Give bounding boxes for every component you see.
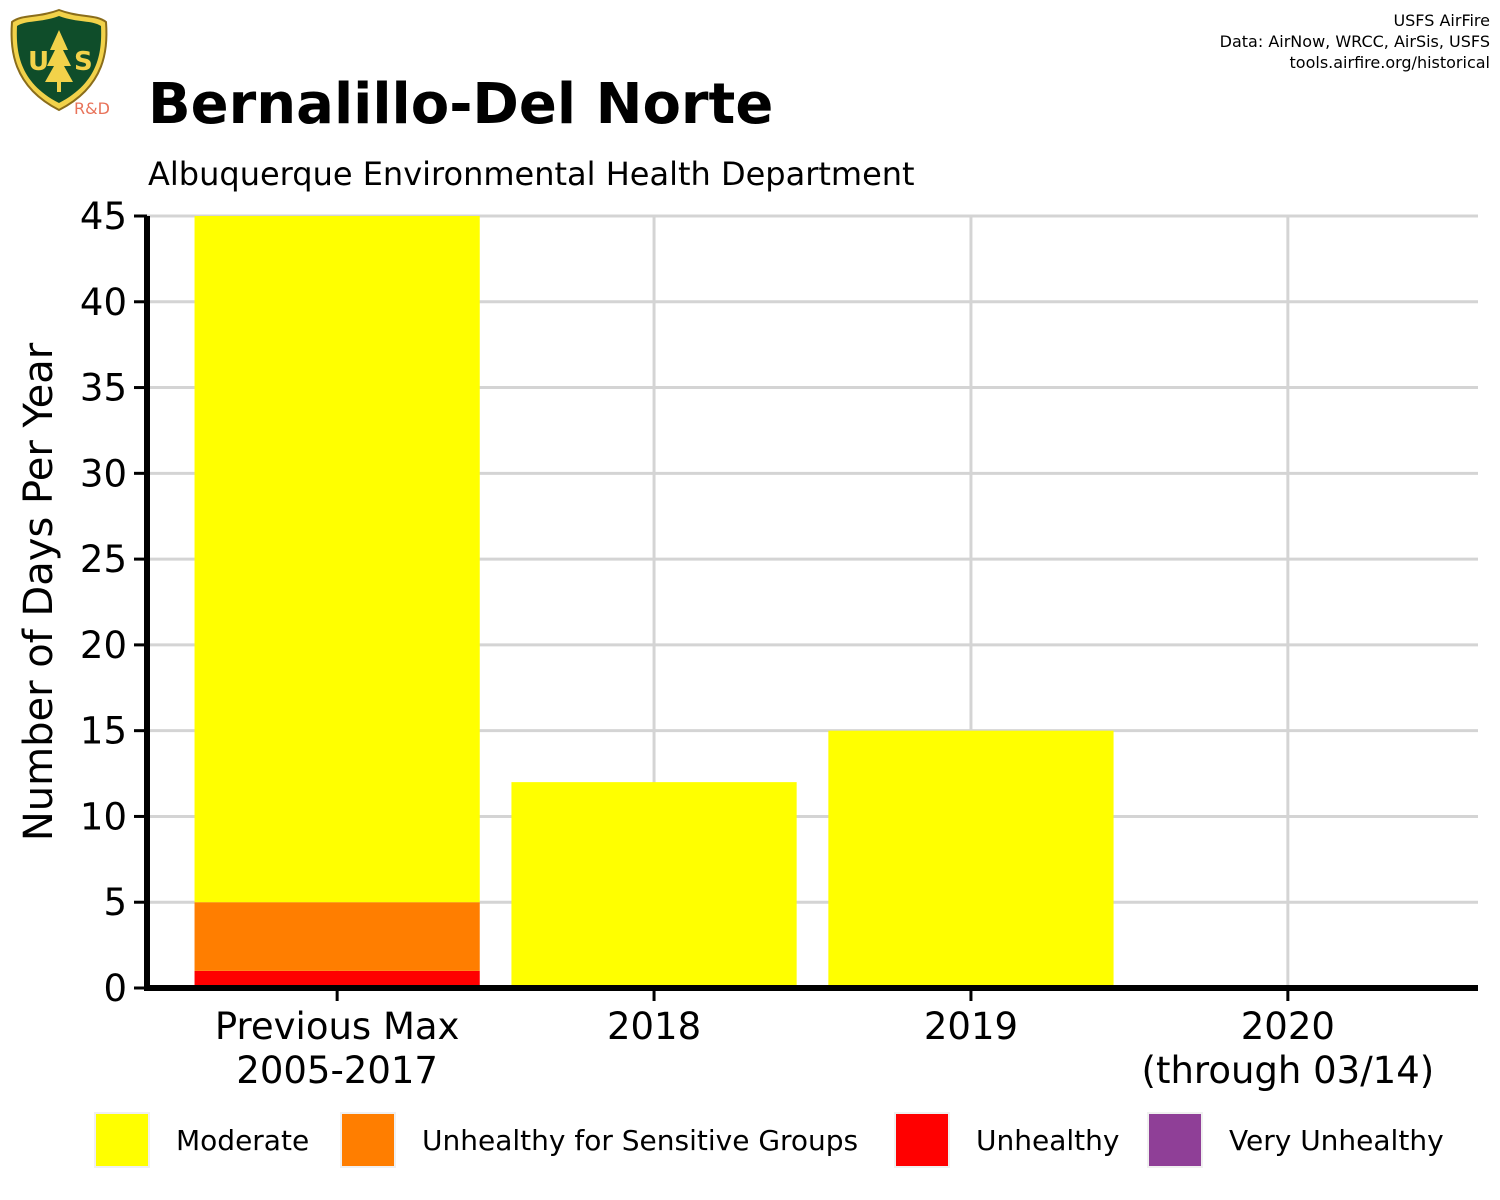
- legend-swatch-moderate: [94, 1112, 150, 1168]
- credit-line: USFS AirFire: [1393, 11, 1490, 30]
- credit-line: Data: AirNow, WRCC, AirSis, USFS: [1219, 32, 1490, 51]
- bar-moderate: [828, 730, 1114, 988]
- legend-label-unhealthy: Unhealthy: [976, 1123, 1120, 1157]
- x-tick-label: 2020 (through 03/14): [1142, 1005, 1435, 1092]
- chart-subtitle: Albuquerque Environmental Health Departm…: [148, 155, 915, 193]
- svg-text:U: U: [28, 47, 49, 77]
- bar-moderate: [511, 782, 797, 988]
- svg-text:S: S: [74, 47, 93, 77]
- bar-moderate: [194, 216, 480, 903]
- y-tick-label: 5: [103, 881, 127, 924]
- y-tick-label: 15: [80, 710, 127, 753]
- x-tick-label: Previous Max 2005-2017: [215, 1005, 460, 1092]
- y-tick-label: 10: [80, 795, 127, 838]
- y-tick-label: 25: [80, 538, 127, 581]
- legend-item-usg: Unhealthy for Sensitive Groups: [340, 1110, 858, 1170]
- chart-title: Bernalillo-Del Norte: [148, 72, 774, 137]
- x-tick-label: 2018: [607, 1005, 701, 1048]
- legend-label-very-unhealthy: Very Unhealthy: [1229, 1123, 1444, 1157]
- legend-label-moderate: Moderate: [176, 1123, 310, 1157]
- y-tick-label: 40: [80, 281, 127, 324]
- legend-swatch-unhealthy: [894, 1112, 950, 1168]
- legend-label-usg: Unhealthy for Sensitive Groups: [422, 1123, 859, 1157]
- legend-item-moderate: Moderate: [94, 1110, 309, 1170]
- legend-swatch-very-unhealthy: [1147, 1112, 1203, 1168]
- bar-chart: 0 5 10 15 20 25 30 35 40 45 Previous Max 2005-2017 2…: [16, 195, 1478, 1092]
- credits: USFS AirFire Data: AirNow, WRCC, AirSis,…: [1220, 10, 1490, 73]
- rd-label: R&D: [74, 99, 110, 118]
- legend-item-very-unhealthy: Very Unhealthy: [1147, 1110, 1444, 1170]
- y-axis-title: Number of Days Per Year: [16, 342, 62, 841]
- y-tick-label: 30: [80, 452, 127, 495]
- y-tick-label: 0: [103, 967, 127, 1010]
- usfs-shield-logo: U S: [10, 8, 108, 112]
- y-tick-label: 35: [80, 367, 127, 410]
- y-tick-label: 45: [80, 195, 127, 238]
- bar-unhealthy-for-sensitive-groups: [194, 902, 480, 971]
- legend-swatch-usg: [340, 1112, 396, 1168]
- legend-item-unhealthy: Unhealthy: [894, 1110, 1119, 1170]
- credit-line: tools.airfire.org/historical: [1289, 53, 1490, 72]
- legend: Moderate Unhealthy for Sensitive Groups …: [0, 1110, 1500, 1172]
- x-tick-label: 2019: [924, 1005, 1018, 1048]
- y-tick-label: 20: [80, 624, 127, 667]
- bar-unhealthy: [194, 970, 480, 988]
